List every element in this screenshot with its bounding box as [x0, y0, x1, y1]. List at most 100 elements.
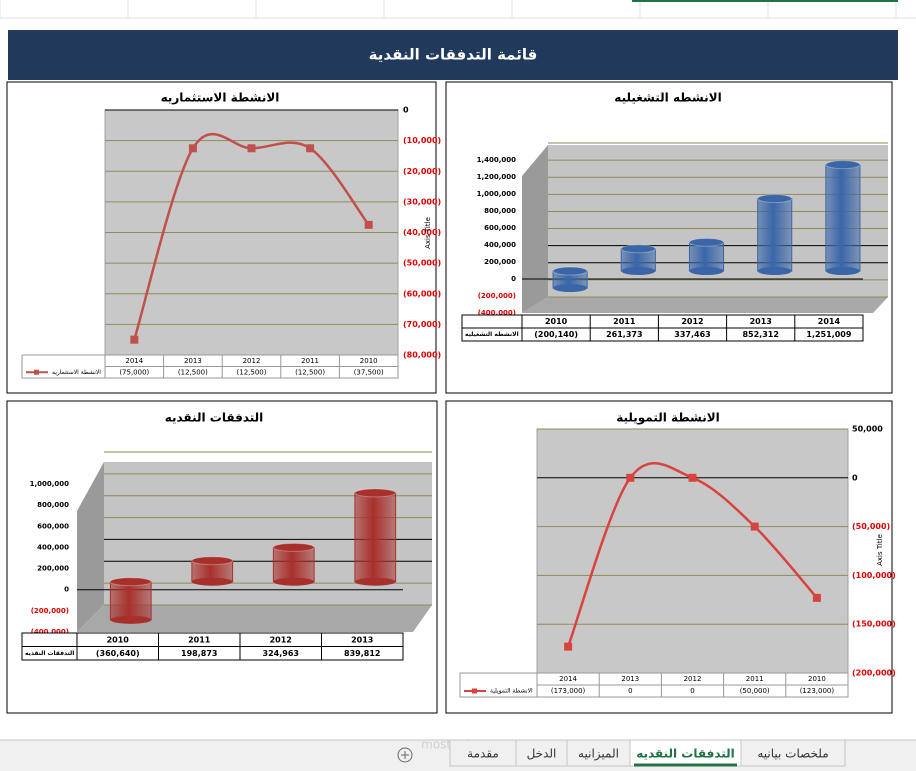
bar — [620, 244, 656, 275]
floor — [77, 605, 432, 632]
y-tick-label: (70,000) — [403, 320, 441, 329]
point-marker — [750, 522, 759, 531]
table-value: (12,500) — [237, 368, 267, 376]
y-tick-label: (30,000) — [403, 197, 441, 206]
sheet-tab-label: الدخل — [527, 747, 557, 761]
bar-bottom — [825, 267, 860, 275]
bar-top — [191, 556, 234, 566]
y-tick-label: (200,000) — [31, 607, 69, 615]
chart-title: الانشطة الاستثماريه — [161, 91, 280, 105]
table-value: 0 — [628, 687, 632, 695]
y-tick-label: 800,000 — [37, 501, 69, 509]
point-marker — [688, 473, 697, 482]
x-tick-label: 2012 — [681, 317, 703, 326]
y-tick-label: 400,000 — [37, 543, 69, 551]
series-line — [133, 132, 370, 341]
point-marker — [812, 593, 821, 602]
x-tick-label: 2013 — [621, 675, 639, 683]
y-tick-label: 600,000 — [37, 522, 69, 530]
y-tick-label: (100,000) — [852, 571, 896, 580]
bar-body — [825, 164, 861, 272]
bar-bottom — [757, 267, 792, 275]
y-tick-label: 0 — [403, 106, 409, 115]
x-tick-label: 2013 — [184, 357, 202, 365]
bar-top — [825, 160, 861, 170]
y-tick-label: (10,000) — [403, 136, 441, 145]
x-tick-label: 2010 — [545, 317, 568, 326]
table-value: 198,873 — [181, 649, 217, 658]
x-tick-label: 2012 — [684, 675, 702, 683]
y-tick-label: 800,000 — [484, 207, 516, 215]
sheet-tab-label: التدفقات النقديه — [636, 747, 735, 761]
y-tick-label: (20,000) — [403, 167, 441, 176]
y-axis-title: Axis Title — [876, 534, 884, 566]
y-tick-label: (40,000) — [403, 228, 441, 237]
table-value: 1,251,009 — [806, 330, 851, 339]
bar — [757, 194, 793, 275]
x-tick-label: 2011 — [188, 635, 211, 644]
table-value: (50,000) — [740, 687, 770, 695]
x-tick-label: 2010 — [107, 635, 130, 644]
x-tick-label: 2011 — [746, 675, 764, 683]
sheet-tab[interactable] — [515, 739, 568, 767]
table-value: 852,312 — [742, 330, 778, 339]
y-tick-label: (150,000) — [852, 620, 896, 629]
plot-area — [536, 428, 849, 674]
bar-body — [354, 492, 397, 583]
bar-body — [757, 198, 793, 272]
sheet-tab[interactable] — [629, 739, 742, 767]
y-tick-label: (80,000) — [403, 351, 441, 360]
header-title: قائمة التدفقات النقدية — [369, 46, 538, 64]
y-tick-label: (60,000) — [403, 289, 441, 298]
x-tick-label: 2011 — [301, 357, 319, 365]
x-tick-label: 2012 — [243, 357, 261, 365]
bar-top — [272, 542, 315, 552]
chart-title: التدفقات النقديه — [165, 411, 264, 425]
series-line — [566, 462, 818, 648]
table-series-name: الانشطه التشغيليه — [465, 331, 519, 338]
legend-marker — [472, 688, 477, 694]
bar-bottom — [354, 577, 396, 586]
x-tick-label: 2013 — [351, 635, 373, 644]
bar — [109, 577, 152, 624]
bar-bottom — [191, 577, 233, 586]
y-tick-label: 1,000,000 — [30, 480, 70, 488]
y-tick-label: 200,000 — [37, 565, 69, 573]
y-axis-title: Axis Title — [424, 217, 432, 249]
y-tick-label: 400,000 — [484, 241, 516, 249]
table-value: (12,500) — [295, 368, 325, 376]
point-marker — [188, 144, 197, 153]
sheet-tab-label: ملخصات بيانيه — [757, 747, 828, 761]
point-marker — [247, 144, 256, 153]
table-value: (360,640) — [96, 649, 140, 658]
table-value: 261,373 — [606, 330, 642, 339]
point-marker — [364, 220, 373, 229]
y-tick-label: 200,000 — [484, 258, 516, 266]
table-value: (37,500) — [354, 368, 384, 376]
bar-bottom — [553, 284, 588, 293]
sheet-tab[interactable] — [740, 739, 846, 767]
bar — [272, 542, 315, 586]
table-value: 0 — [690, 687, 694, 695]
y-tick-label: (200,000) — [852, 669, 896, 678]
table-value: 839,812 — [344, 649, 380, 658]
y-tick-label: 0 — [852, 473, 858, 482]
y-tick-label: (400,000) — [478, 309, 516, 317]
table-value: (12,500) — [178, 368, 208, 376]
table-value: (123,000) — [800, 687, 835, 695]
point-marker — [306, 144, 315, 153]
sheet-tab[interactable] — [449, 739, 517, 767]
x-tick-label: 2010 — [808, 675, 826, 683]
x-tick-label: 2014 — [125, 357, 143, 365]
add-sheet-button[interactable] — [397, 747, 413, 763]
point-marker — [130, 335, 139, 344]
bar — [354, 488, 397, 586]
side-wall — [522, 145, 548, 313]
point-marker — [626, 473, 635, 482]
x-tick-label: 2014 — [818, 317, 841, 326]
bar-top — [688, 237, 725, 247]
y-tick-label: 0 — [64, 586, 69, 594]
header-band — [8, 30, 898, 80]
bar-top — [757, 194, 793, 204]
